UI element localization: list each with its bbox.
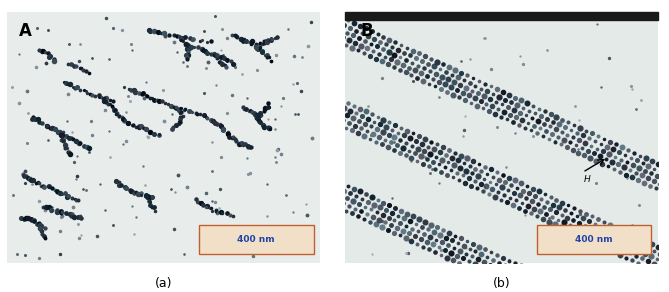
Text: (b): (b) bbox=[493, 277, 510, 290]
Text: B: B bbox=[360, 22, 373, 40]
FancyBboxPatch shape bbox=[199, 225, 314, 254]
Text: A: A bbox=[19, 22, 32, 40]
FancyBboxPatch shape bbox=[537, 225, 652, 254]
Text: 400 nm: 400 nm bbox=[575, 235, 613, 244]
Text: (a): (a) bbox=[155, 277, 173, 290]
Text: H: H bbox=[584, 175, 591, 185]
Text: 400 nm: 400 nm bbox=[237, 235, 275, 244]
Bar bbox=[345, 12, 658, 20]
